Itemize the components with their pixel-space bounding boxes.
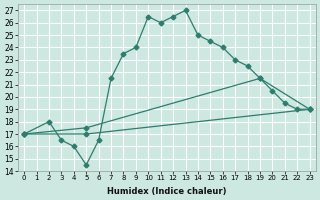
X-axis label: Humidex (Indice chaleur): Humidex (Indice chaleur) bbox=[107, 187, 227, 196]
